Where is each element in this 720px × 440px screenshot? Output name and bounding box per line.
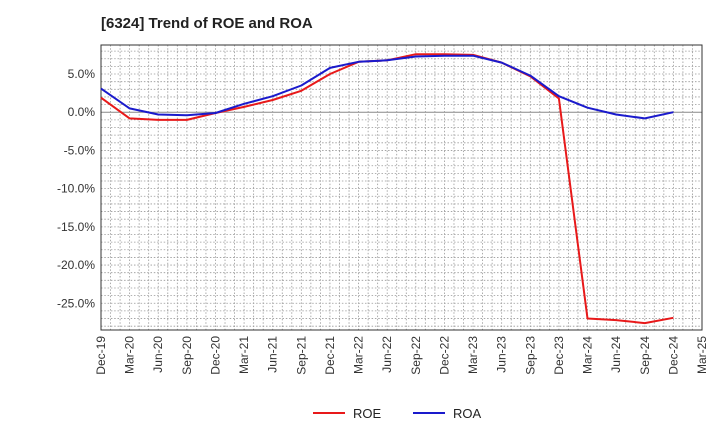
x-tick-label: Sep-20	[180, 336, 194, 375]
y-tick-label: -25.0%	[57, 296, 95, 310]
chart-title: [6324] Trend of ROE and ROA	[101, 15, 313, 32]
y-tick-label: 0.0%	[68, 105, 96, 119]
plot-border	[100, 44, 703, 331]
x-tick-label: Jun-21	[266, 336, 280, 373]
y-tick-label: -5.0%	[64, 143, 96, 157]
legend-label-roa: ROA	[453, 406, 482, 421]
x-tick-label: Sep-23	[523, 336, 537, 375]
x-tick-label: Dec-21	[323, 336, 337, 375]
x-tick-label: Dec-24	[666, 336, 680, 375]
legend-label-roe: ROE	[353, 406, 382, 421]
x-tick-label: Mar-24	[581, 336, 595, 374]
x-tick-label: Jun-23	[495, 336, 509, 373]
x-tick-label: Dec-22	[437, 336, 451, 375]
plot-area	[101, 45, 702, 330]
x-tick-label: Sep-21	[294, 336, 308, 375]
y-tick-label: 5.0%	[68, 67, 96, 81]
y-tick-label: -20.0%	[57, 258, 95, 272]
x-tick-label: Mar-25	[695, 336, 709, 374]
y-tick-label: -15.0%	[57, 220, 95, 234]
x-tick-label: Jun-20	[151, 336, 165, 373]
x-tick-label: Jun-24	[609, 336, 623, 373]
x-tick-label: Dec-20	[208, 336, 222, 375]
x-tick-label: Mar-23	[466, 336, 480, 374]
x-tick-label: Mar-22	[352, 336, 366, 374]
x-tick-label: Sep-24	[638, 336, 652, 375]
x-tick-label: Jun-22	[380, 336, 394, 373]
x-tick-label: Mar-21	[237, 336, 251, 374]
y-tick-label: -10.0%	[57, 182, 95, 196]
x-tick-label: Sep-22	[409, 336, 423, 375]
x-tick-label: Dec-19	[94, 336, 108, 375]
series-line-roa	[100, 54, 674, 120]
x-tick-label: Dec-23	[552, 336, 566, 375]
x-tick-label: Mar-20	[123, 336, 137, 374]
